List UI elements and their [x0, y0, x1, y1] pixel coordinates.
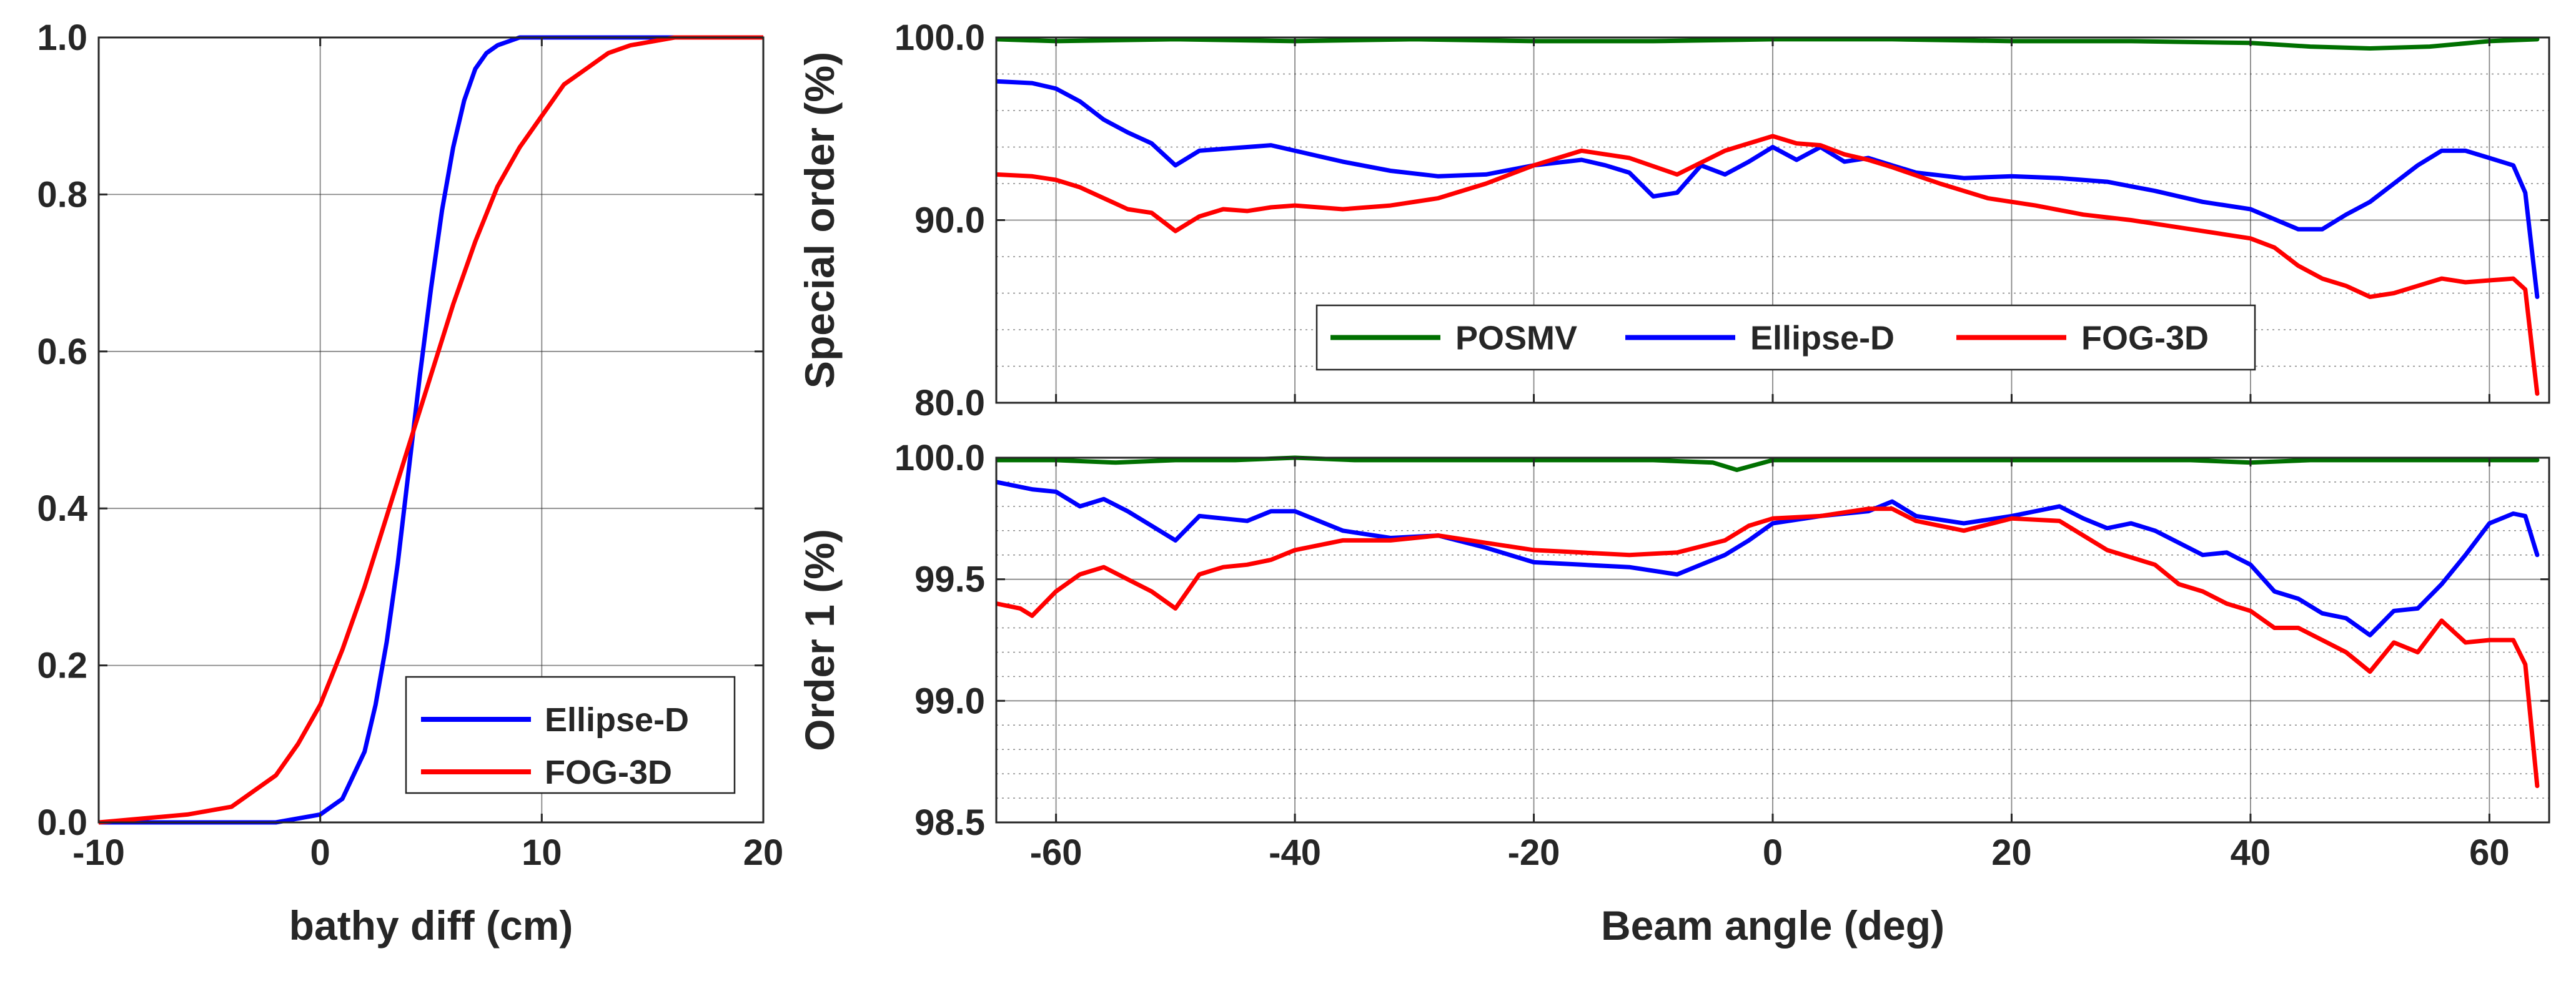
cdf-legend-label: Ellipse-D	[545, 701, 689, 739]
special-legend-box	[1315, 304, 2256, 371]
special-series-fog-3d	[996, 134, 2540, 396]
order1-y-tick-label: 99.5	[914, 560, 985, 600]
special-legend-label: FOG-3D	[2081, 320, 2209, 357]
special-series-posmv	[996, 37, 2540, 51]
order1-x-tick-label: -60	[1030, 832, 1082, 873]
cdf-legend-label: FOG-3D	[545, 754, 672, 791]
cdf-x-tick-label: -10	[72, 832, 125, 873]
special-y-tick-label: 80.0	[914, 383, 985, 423]
special-series-group	[996, 37, 2540, 396]
cdf-series-group	[99, 35, 763, 825]
special-legend: POSMV Ellipse-D FOG-3D	[1315, 304, 2256, 371]
cdf-x-tick-label: 10	[522, 832, 562, 873]
order1-y-tick-label: 100.0	[894, 438, 985, 478]
cdf-legend: Ellipse-D FOG-3D	[405, 676, 736, 794]
order1-x-tick-label: 60	[2469, 832, 2510, 873]
cdf-y-tick-label: 1.0	[37, 17, 87, 58]
special-order-panel: 80.0 90.0 100.0 Special order (%) POSMV Ellip…	[796, 17, 2550, 423]
cdf-x-axis-label: bathy diff (cm)	[289, 902, 573, 949]
order1-y-tick-label: 98.5	[914, 802, 985, 843]
order1-x-tick-label: -20	[1508, 832, 1560, 873]
order1-x-tick-label: 40	[2231, 832, 2271, 873]
cdf-series-fog-3d	[99, 35, 763, 825]
order1-x-tick-label: 0	[1763, 832, 1783, 873]
order1-series-group	[996, 455, 2540, 789]
special-legend-label: POSMV	[1455, 320, 1577, 357]
special-series-ellipse-d	[996, 79, 2540, 299]
cdf-y-tick-label: 0.6	[37, 332, 87, 372]
cdf-series-ellipse-d	[99, 35, 763, 825]
cdf-y-tick-label: 0.8	[37, 174, 87, 215]
cdf-y-tick-label: 0.4	[37, 488, 87, 529]
cdf-y-tick-label: 0.2	[37, 646, 87, 686]
cdf-axes-box	[97, 36, 765, 824]
cdf-x-tick-label: 0	[310, 832, 330, 873]
order1-series-posmv	[996, 455, 2540, 472]
order1-series-ellipse-d	[996, 480, 2540, 638]
special-y-axis-label: Special order (%)	[796, 52, 843, 388]
order1-x-tick-label: 20	[1991, 832, 2032, 873]
special-y-tick-label: 90.0	[914, 200, 985, 241]
special-legend-label: Ellipse-D	[1750, 320, 1895, 357]
cdf-y-tick-label: 0.0	[37, 802, 87, 843]
order1-x-tick-label: -40	[1269, 832, 1321, 873]
order1-panel: -60 -40 -20 0 20 40 60 98.5 99.0 99.5 100.0 Beam an…	[796, 438, 2550, 949]
cdf-x-tick-label: 20	[743, 832, 784, 873]
order1-x-axis-label: Beam angle (deg)	[1601, 902, 1944, 949]
special-y-tick-label: 100.0	[894, 17, 985, 58]
order1-y-tick-label: 99.0	[914, 681, 985, 721]
cdf-panel: -10 0 10 20 0.0 0.2 0.4 0.6 0.8 1.0 bathy diff (cm…	[37, 17, 783, 949]
order1-y-axis-label: Order 1 (%)	[796, 529, 843, 751]
order1-series-fog-3d	[996, 506, 2540, 789]
